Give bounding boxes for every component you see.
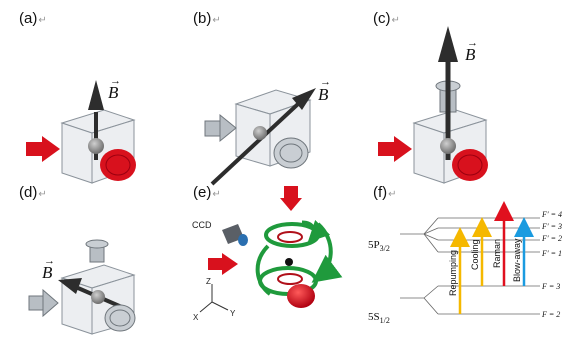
atom-sphere-b [253,126,267,140]
red-beam-top-e [280,186,302,211]
axis-y-label: Y [230,309,236,318]
atom-sphere-c [440,138,456,154]
green-coil-right [311,222,343,283]
panel-label-a: (a)↵ [19,10,47,27]
level-f2: F = 2 [541,310,560,319]
panel-c: B → [378,26,488,184]
b-field-arrowhead-b [292,88,316,110]
atom-cloud-e [285,258,293,266]
gray-beam-arrow-d [28,288,59,318]
gray-beam-arrow-b [204,113,237,143]
vector-arrow-b: → [320,76,331,88]
blow-away-label: Blow-away [512,238,522,282]
ground-state-label: 5S1/2 [368,311,390,325]
axis-x-label: X [193,313,199,322]
atom-sphere-d [91,290,105,304]
level-f1-prime: F′ = 1 [541,249,562,258]
red-beam-disk-e [287,284,315,308]
b-field-symbol-c: B [465,45,476,64]
ground-manifold [400,285,540,315]
b-field-arrowhead-d [58,278,82,294]
panel-label-b: (b)↵ [193,10,221,27]
vector-arrow-c: → [467,37,478,49]
panel-a: B → [26,75,136,184]
b-field-symbol-a: B [108,83,119,102]
panel-label-f: (f)↵ [373,184,397,201]
circular-pol-top [277,231,303,243]
vector-arrow-d: → [44,255,55,267]
panel-d: B → [28,239,136,335]
raman-label: Raman [492,239,502,268]
panel-label-c: (c)↵ [373,10,400,27]
b-field-arrow-b [210,102,300,186]
gray-disk-b [273,137,309,169]
panel-f: 5P3/2 5S1/2 F′ = 4 F′ = 3 F′ = 2 F′ = 1 … [368,201,562,325]
ccd-camera [222,224,248,246]
repumping-label: Repumping [448,250,458,296]
ccd-label: CCD [192,220,212,230]
axes-triad [199,284,229,313]
green-coil-left [255,244,272,296]
gray-disk-d [104,304,136,332]
gray-beam-top-d [85,239,109,263]
axis-z-label: Z [206,277,211,286]
b-field-symbol-b: B [318,85,329,104]
red-beam-disk-c [452,149,488,181]
excited-state-label: 5P3/2 [368,239,390,253]
b-field-arrowhead-a [88,80,104,110]
red-beam-disk-a [100,149,136,181]
red-beam-arrow-e [208,253,238,275]
level-f3-prime: F′ = 3 [541,222,562,231]
level-f3: F = 3 [541,282,560,291]
red-beam-arrow-c [378,136,412,162]
b-field-symbol-d: B [42,263,53,282]
panel-b: B → [204,76,331,186]
b-field-arrowhead-c [438,26,458,62]
excited-manifold [400,217,439,253]
cooling-label: Cooling [470,239,480,270]
circular-pol-bottom [277,273,303,285]
red-beam-arrow-a [26,136,60,162]
level-f4: F′ = 4 [541,210,562,219]
panel-e: CCD Z X [192,186,343,322]
vector-arrow-a: → [110,75,121,87]
panel-label-e: (e)↵ [193,184,221,201]
atom-sphere-a [88,138,104,154]
coil-current-arrow [301,219,331,243]
panel-label-d: (d)↵ [19,184,47,201]
level-f2-prime: F′ = 2 [541,234,562,243]
